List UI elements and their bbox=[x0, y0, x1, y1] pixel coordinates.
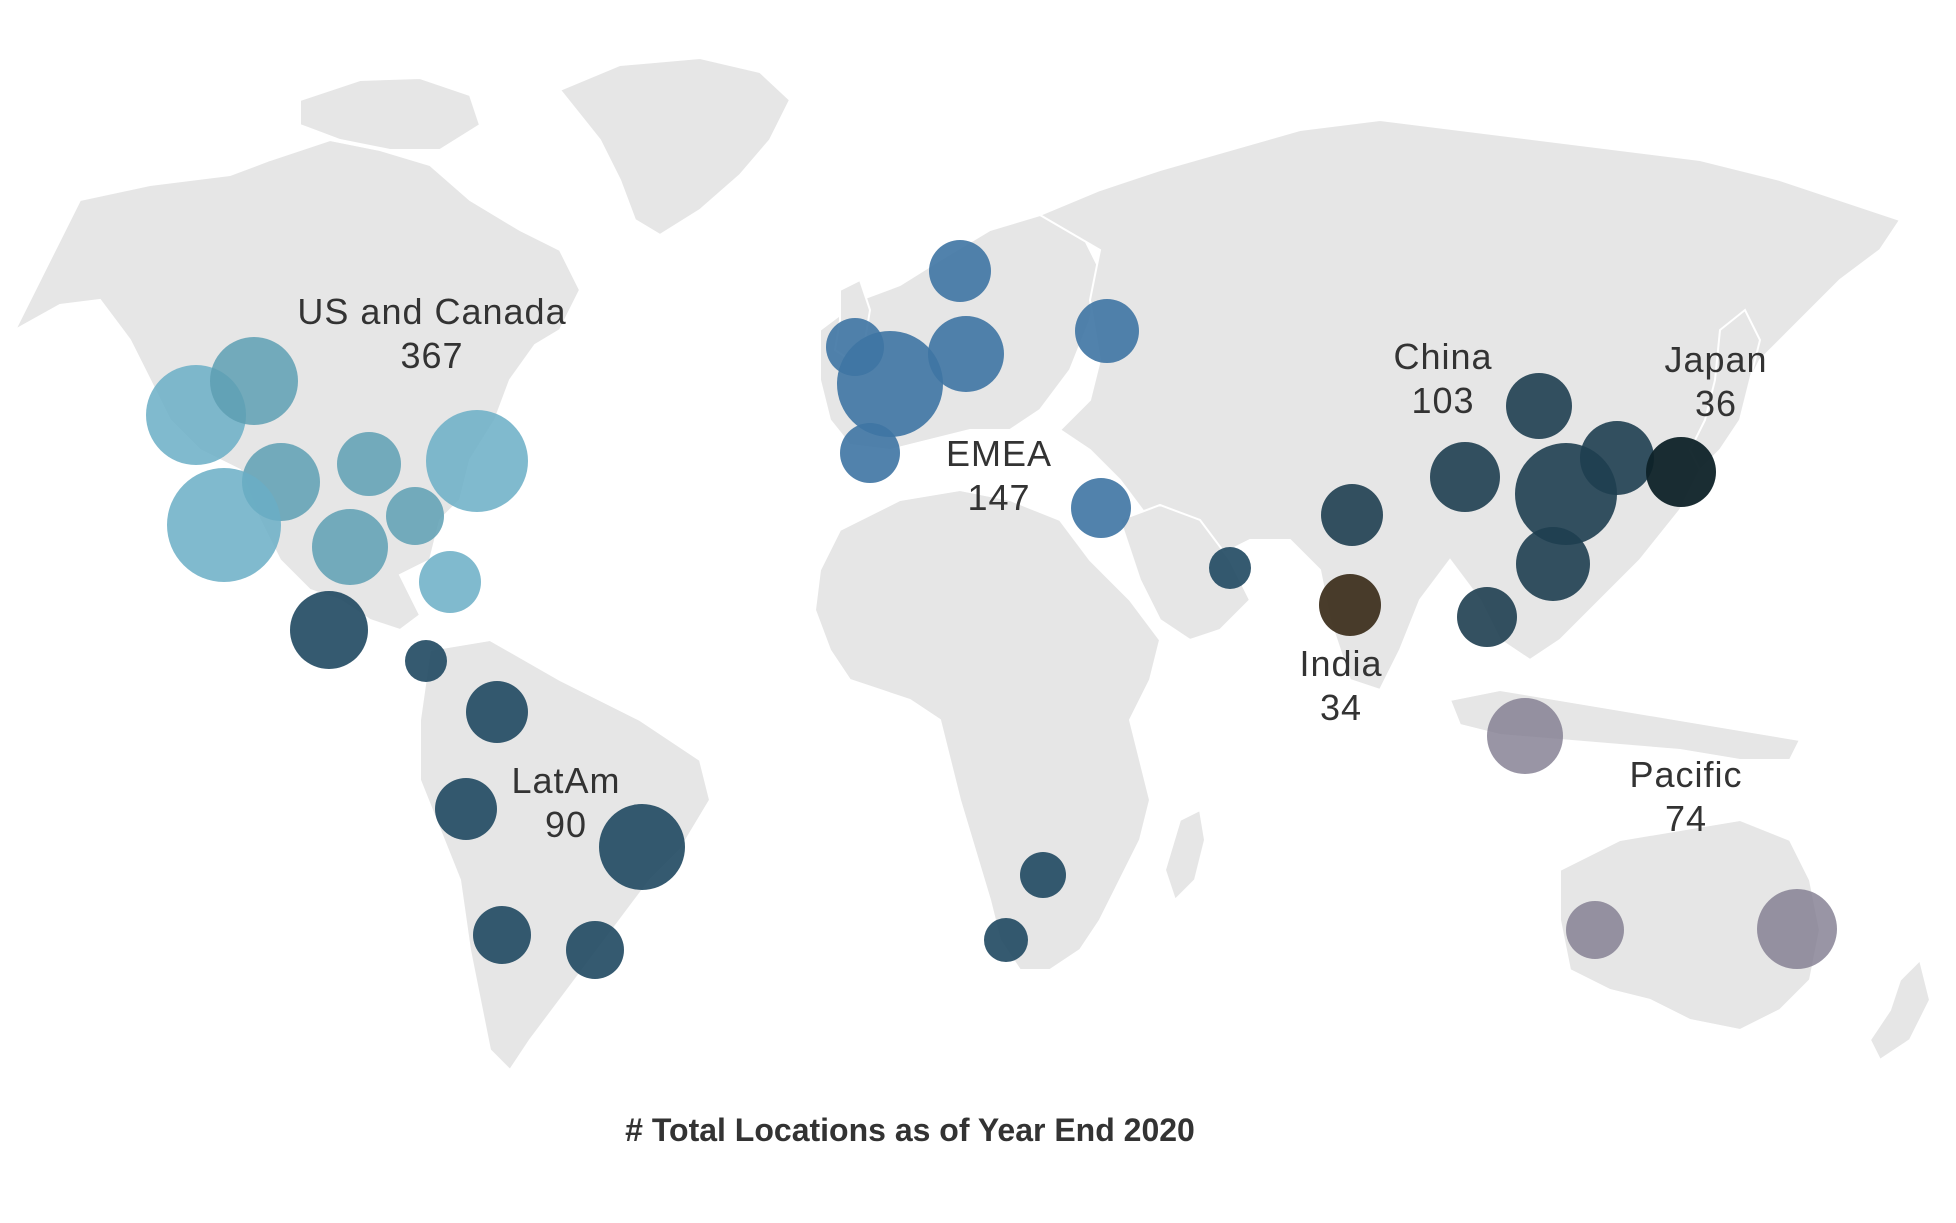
us-canada-bubble bbox=[426, 410, 528, 512]
pacific-bubble bbox=[1757, 889, 1837, 969]
emea-bubble bbox=[929, 240, 991, 302]
region-name-pacific: Pacific bbox=[1629, 754, 1742, 795]
region-name-us-canada: US and Canada bbox=[297, 291, 566, 332]
latam-bubble bbox=[405, 640, 447, 682]
region-name-latam: LatAm bbox=[511, 760, 620, 801]
china-bubble bbox=[1580, 421, 1654, 495]
us-canada-bubble bbox=[312, 509, 388, 585]
latam-bubble bbox=[599, 804, 685, 890]
arctic-islands bbox=[299, 76, 482, 151]
emea-bubble bbox=[984, 918, 1028, 962]
us-canada-bubble bbox=[337, 432, 401, 496]
china-bubble bbox=[1457, 587, 1517, 647]
emea-bubble bbox=[1020, 852, 1066, 898]
region-count-china: 103 bbox=[1411, 380, 1474, 421]
emea-bubble bbox=[840, 423, 900, 483]
madagascar-landmass bbox=[1163, 808, 1207, 902]
japan-bubble bbox=[1646, 437, 1716, 507]
india-bubble bbox=[1319, 574, 1381, 636]
us-canada-bubble bbox=[386, 487, 444, 545]
asia-landmass bbox=[1037, 118, 1902, 692]
region-name-china: China bbox=[1393, 336, 1492, 377]
latam-bubble bbox=[466, 681, 528, 743]
location-bubbles bbox=[146, 240, 1837, 979]
china-bubble bbox=[1516, 527, 1590, 601]
latam-bubble bbox=[435, 778, 497, 840]
china-bubble bbox=[1430, 442, 1500, 512]
us-canada-bubble bbox=[167, 468, 281, 582]
emea-bubble bbox=[837, 331, 943, 437]
greenland-landmass bbox=[558, 56, 792, 237]
us-canada-bubble bbox=[419, 551, 481, 613]
china-bubble bbox=[1506, 373, 1572, 439]
africa-landmass bbox=[813, 488, 1162, 971]
japan-landmass bbox=[1688, 308, 1762, 472]
region-count-india: 34 bbox=[1320, 687, 1362, 728]
pacific-bubble bbox=[1487, 698, 1563, 774]
latam-bubble bbox=[566, 921, 624, 979]
map-caption: # Total Locations as of Year End 2020 bbox=[625, 1112, 1195, 1148]
emea-bubble bbox=[1209, 547, 1251, 589]
region-count-japan: 36 bbox=[1695, 383, 1737, 424]
south-america-landmass bbox=[419, 638, 712, 1072]
region-count-pacific: 74 bbox=[1665, 798, 1707, 839]
emea-bubble bbox=[1075, 299, 1139, 363]
region-count-latam: 90 bbox=[545, 804, 587, 845]
arabia-landmass bbox=[1118, 503, 1252, 642]
emea-bubble bbox=[1071, 478, 1131, 538]
us-canada-bubble bbox=[210, 337, 298, 425]
latam-bubble bbox=[290, 591, 368, 669]
region-name-japan: Japan bbox=[1664, 339, 1767, 380]
region-name-emea: EMEA bbox=[946, 433, 1052, 474]
land-layer bbox=[12, 56, 1932, 1072]
new-zealand-landmass bbox=[1868, 958, 1932, 1062]
region-count-emea: 147 bbox=[967, 477, 1030, 518]
region-labels: US and Canada 367 LatAm 90 EMEA 147 Chin… bbox=[297, 291, 1767, 845]
china-bubble bbox=[1321, 484, 1383, 546]
australia-landmass bbox=[1559, 818, 1822, 1032]
latam-bubble bbox=[473, 906, 531, 964]
emea-bubble bbox=[928, 316, 1004, 392]
region-count-us-canada: 367 bbox=[400, 335, 463, 376]
pacific-bubble bbox=[1566, 901, 1624, 959]
region-name-india: India bbox=[1299, 643, 1382, 684]
